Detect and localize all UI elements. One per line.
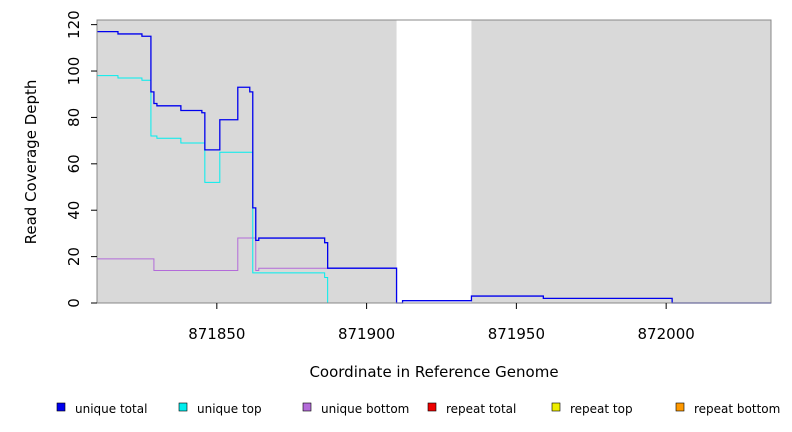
- x-axis-title: Coordinate in Reference Genome: [309, 363, 558, 381]
- legend-item-repeat-bottom: repeat bottom: [675, 402, 780, 416]
- background-region-2: [471, 20, 771, 303]
- legend-swatch: [551, 402, 561, 412]
- legend-label: unique top: [197, 402, 262, 416]
- background-regions: [97, 20, 771, 303]
- legend-item-unique-total: unique total: [56, 402, 147, 416]
- y-tick-label: 20: [65, 247, 83, 266]
- y-tick-label: 100: [65, 57, 83, 86]
- legend-label: repeat top: [570, 402, 633, 416]
- x-tick-label: 872000: [638, 325, 695, 343]
- legend-swatch: [427, 402, 437, 412]
- y-tick-label: 60: [65, 154, 83, 173]
- y-axis-title: Read Coverage Depth: [22, 80, 40, 245]
- y-tick-label: 40: [65, 201, 83, 220]
- y-tick-label: 0: [65, 298, 83, 308]
- legend: unique total unique top unique bottom repea…: [56, 402, 780, 416]
- y-tick-label: 80: [65, 108, 83, 127]
- x-tick-label: 871850: [188, 325, 245, 343]
- legend-item-unique-bottom: unique bottom: [302, 402, 409, 416]
- legend-item-repeat-top: repeat top: [551, 402, 633, 416]
- legend-item-unique-top: unique top: [178, 402, 262, 416]
- legend-swatch: [178, 402, 188, 412]
- series-line-unique-total: [97, 30, 771, 304]
- legend-item-repeat-total: repeat total: [427, 402, 516, 416]
- legend-label: repeat total: [446, 402, 516, 416]
- plot-frame: [96, 19, 772, 304]
- legend-swatch: [302, 402, 312, 412]
- legend-swatch: [56, 402, 66, 412]
- legend-label: repeat bottom: [694, 402, 780, 416]
- x-axis: 871850 871900 871950 872000: [188, 303, 695, 343]
- legend-label: unique bottom: [321, 402, 409, 416]
- x-tick-label: 871900: [338, 325, 395, 343]
- background-region-1: [97, 20, 397, 303]
- x-tick-label: 871950: [488, 325, 545, 343]
- y-tick-label: 120: [65, 10, 83, 39]
- y-axis: 0 20 40 60 80 100 120: [65, 10, 97, 308]
- legend-swatch: [675, 402, 685, 412]
- legend-label: unique total: [75, 402, 147, 416]
